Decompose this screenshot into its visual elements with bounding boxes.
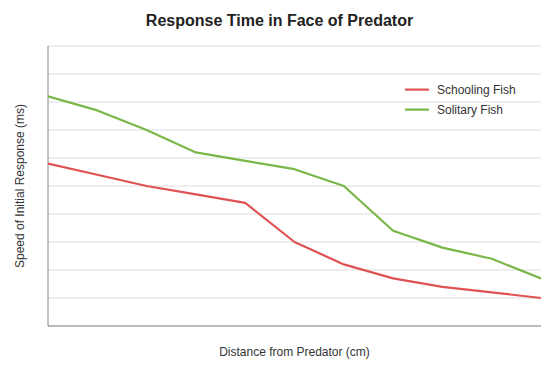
grid-line: [48, 158, 541, 159]
grid-line: [48, 298, 541, 299]
legend-label: Solitary Fish: [437, 103, 503, 117]
lines: [48, 96, 541, 298]
legend-swatch: [405, 88, 429, 90]
x-axis-label: Distance from Predator (cm): [219, 345, 370, 359]
legend-label: Schooling Fish: [437, 83, 516, 97]
grid-line: [48, 46, 541, 47]
x-axis: [48, 326, 541, 327]
y-axis: [48, 46, 49, 326]
grid-line: [48, 186, 541, 187]
legend-swatch: [405, 108, 429, 110]
legend: Schooling Fish Solitary Fish: [405, 83, 516, 117]
series-line: [48, 96, 541, 278]
chart: Response Time in Face of Predator Distanc…: [0, 0, 559, 370]
y-axis-label: Speed of Initial Response (ms): [13, 104, 27, 268]
grid-line: [48, 74, 541, 75]
title: Response Time in Face of Predator: [146, 12, 413, 29]
grid: [48, 46, 541, 326]
series-line: [48, 164, 541, 298]
grid-line: [48, 214, 541, 215]
grid-line: [48, 270, 541, 271]
grid-line: [48, 130, 541, 131]
grid-line: [48, 326, 541, 327]
